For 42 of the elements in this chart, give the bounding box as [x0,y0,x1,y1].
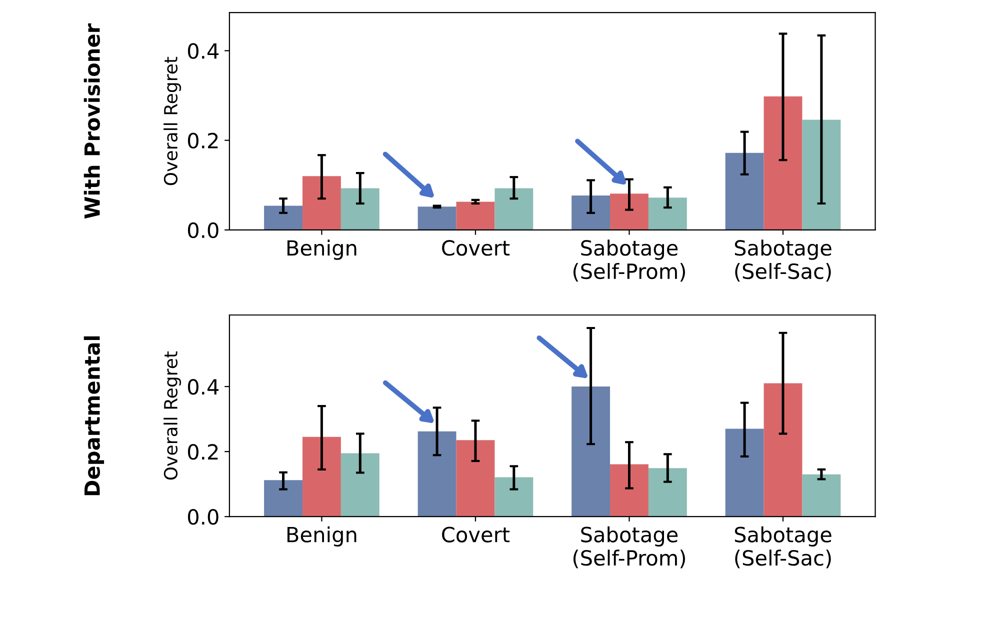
y-tick-label: 0.4 [188,378,219,395]
y-axis-title: Overall Regret [164,56,182,186]
y-tick-label: 0.2 [188,444,218,460]
bar [302,436,341,517]
bar [648,468,687,517]
bar [302,176,341,230]
bar [264,206,302,230]
bar [725,152,764,230]
bar [456,440,495,517]
text: Departmental [84,336,104,496]
bar [802,474,841,517]
bar [764,383,802,517]
bar [610,464,648,517]
bar [418,431,456,517]
bar [648,198,687,230]
x-tick-label: Covert [442,240,510,256]
y-tick-label: 0.2 [188,132,218,149]
x-tick-label: Sabotage (Self-Prom) [573,240,686,282]
bar [494,188,534,230]
y-tick-label: 0.0 [188,222,218,238]
y-axis-title: Overall Regret [164,351,182,480]
y-tick-label: 0.0 [188,509,218,525]
y-tick-label: 0.4 [188,43,219,59]
bar [456,202,495,230]
bar [340,188,380,230]
bar [494,477,534,517]
bar [264,480,302,517]
bar [802,120,841,230]
x-tick-label: Benign [287,526,356,546]
x-tick-label: Sabotage (Self-Sac) [734,526,832,568]
x-tick-label: Sabotage (Self-Sac) [734,240,832,282]
bar [572,386,610,517]
x-tick-label: Sabotage (Self-Prom) [573,526,686,568]
x-tick-label: Covert [442,526,510,542]
bar [572,195,610,230]
bar [418,206,456,230]
x-tick-label: Benign [287,240,356,260]
bar [340,453,380,517]
bar [610,194,648,230]
bar [764,96,802,230]
bar [725,428,764,517]
text: With Provisioner [84,23,100,219]
